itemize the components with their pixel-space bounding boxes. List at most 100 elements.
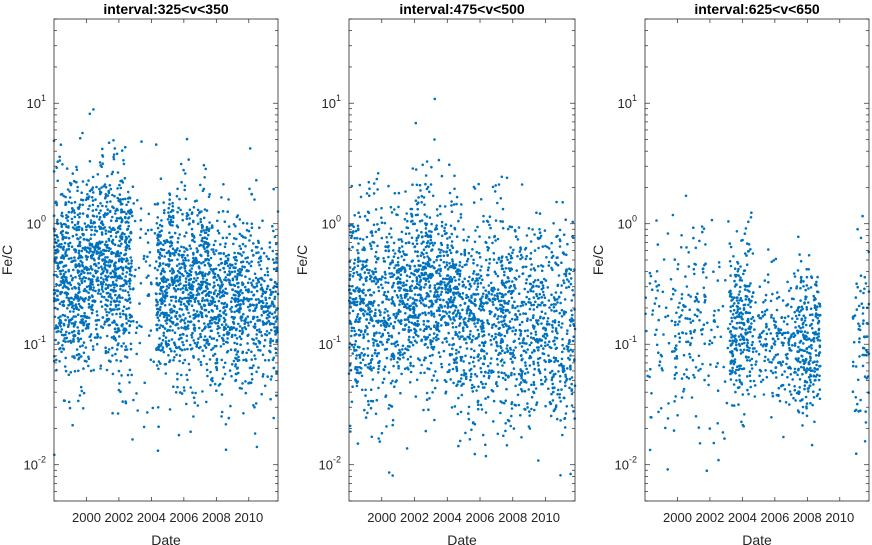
- data-point: [500, 264, 504, 267]
- data-point: [351, 284, 354, 288]
- data-point: [496, 297, 500, 301]
- data-point: [436, 293, 439, 297]
- data-point: [481, 382, 484, 386]
- data-point: [68, 300, 72, 304]
- data-point: [226, 257, 230, 260]
- data-point: [85, 290, 88, 293]
- data-point: [461, 265, 464, 269]
- data-point: [459, 304, 462, 307]
- data-point: [450, 244, 453, 247]
- data-point: [258, 263, 261, 267]
- data-point: [446, 268, 450, 271]
- data-point: [218, 382, 222, 386]
- data-point: [424, 227, 428, 230]
- data-point: [245, 351, 248, 355]
- data-point: [235, 342, 239, 346]
- data-point: [119, 315, 122, 319]
- data-point: [97, 289, 101, 293]
- data-point: [85, 316, 89, 320]
- data-point: [427, 295, 431, 298]
- data-point: [61, 163, 64, 166]
- data-point: [239, 247, 243, 250]
- data-point: [434, 320, 438, 324]
- data-point: [460, 373, 463, 377]
- data-point: [175, 194, 179, 198]
- data-point: [500, 281, 504, 285]
- data-point: [71, 276, 74, 280]
- data-point: [360, 374, 364, 378]
- data-point: [215, 366, 218, 370]
- data-point: [116, 196, 119, 200]
- data-point: [257, 298, 260, 301]
- data-point: [253, 406, 256, 409]
- data-point: [121, 197, 125, 201]
- data-point: [124, 248, 128, 252]
- data-point: [371, 399, 375, 403]
- data-point: [220, 323, 224, 327]
- chart-title: interval:325<v<350: [103, 1, 229, 17]
- data-point: [275, 394, 278, 397]
- data-point: [446, 323, 450, 326]
- data-point: [378, 340, 382, 344]
- data-point: [209, 256, 213, 260]
- data-point: [184, 172, 187, 175]
- data-point: [81, 263, 84, 267]
- data-point: [564, 384, 567, 388]
- data-point: [362, 291, 365, 295]
- data-point: [184, 317, 187, 320]
- data-point: [247, 348, 250, 352]
- data-point: [228, 263, 232, 266]
- data-point: [410, 321, 414, 325]
- data-point: [507, 290, 510, 294]
- data-point: [272, 322, 276, 326]
- data-point: [505, 323, 508, 327]
- data-point: [250, 226, 254, 229]
- data-point: [250, 297, 253, 301]
- data-point: [254, 298, 258, 301]
- data-point: [89, 243, 93, 246]
- data-point: [397, 238, 401, 241]
- data-point: [84, 276, 88, 280]
- data-point: [440, 306, 444, 309]
- data-point: [467, 235, 470, 239]
- data-point: [389, 262, 392, 266]
- data-point: [444, 310, 447, 314]
- data-point: [95, 342, 99, 346]
- data-point: [119, 186, 123, 190]
- data-point: [65, 285, 68, 289]
- data-point: [161, 311, 164, 315]
- data-point: [505, 331, 509, 334]
- data-point: [219, 243, 222, 246]
- data-point: [405, 263, 409, 267]
- data-point: [111, 170, 115, 174]
- data-point: [126, 373, 130, 377]
- data-point: [85, 360, 88, 363]
- data-point: [79, 385, 83, 389]
- data-point: [255, 306, 258, 309]
- data-point: [229, 404, 232, 408]
- data-point: [87, 207, 90, 211]
- data-point: [479, 357, 482, 360]
- data-point: [65, 225, 68, 229]
- data-point: [376, 223, 379, 226]
- data-point: [502, 319, 505, 323]
- data-point: [120, 242, 123, 246]
- data-point: [380, 431, 384, 435]
- data-point: [410, 214, 414, 217]
- data-point: [427, 325, 431, 329]
- data-point: [409, 329, 413, 332]
- data-point: [127, 200, 130, 204]
- data-point: [107, 191, 111, 195]
- data-point: [497, 375, 500, 379]
- data-point: [75, 348, 79, 351]
- data-point: [372, 279, 376, 283]
- data-point: [99, 202, 102, 205]
- data-point: [459, 216, 463, 219]
- data-point: [206, 254, 210, 257]
- data-point: [195, 343, 199, 347]
- data-point: [215, 361, 219, 365]
- data-point: [107, 359, 111, 363]
- data-point: [429, 327, 432, 331]
- data-point: [159, 242, 163, 245]
- data-point: [82, 341, 86, 344]
